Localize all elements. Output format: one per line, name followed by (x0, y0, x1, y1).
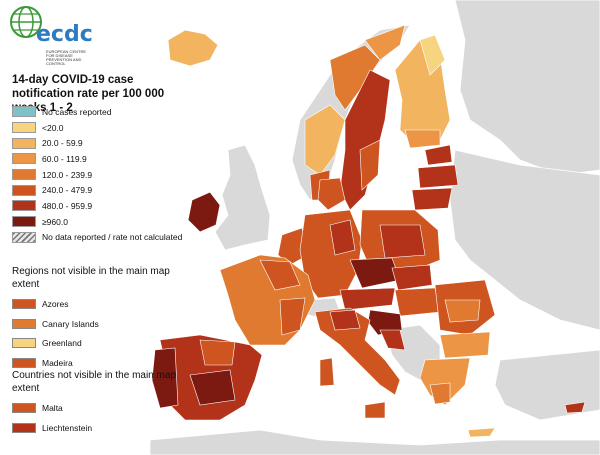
region-item: Madeira (12, 357, 73, 368)
legend-swatch (12, 231, 36, 243)
legend-swatch (12, 200, 36, 212)
legend-swatch (12, 137, 36, 149)
country-item: Liechtenstein (12, 422, 93, 433)
legend-item: 60.0 - 119.9 (12, 151, 182, 167)
legend-label: 120.0 - 239.9 (42, 169, 93, 180)
legend-label: 480.0 - 959.9 (42, 200, 93, 211)
legend-label: No cases reported (42, 106, 112, 117)
ireland (187, 191, 221, 233)
inset-swatch (12, 422, 36, 433)
globe-icon (10, 6, 42, 38)
inset-label: Liechtenstein (42, 422, 93, 433)
region-item: Greenland (12, 338, 82, 348)
legend-swatch (12, 169, 36, 181)
legend-swatch (12, 106, 36, 118)
region-item: Azores (12, 299, 68, 309)
legend-swatch (12, 153, 36, 165)
legend-item: ≥960.0 (12, 214, 182, 230)
inset-swatch (12, 403, 36, 413)
region-item: Canary Islands (12, 318, 99, 329)
legend-label: 20.0 - 59.9 (42, 138, 83, 149)
legend-item: 480.0 - 959.9 (12, 198, 182, 214)
legend-swatch (12, 122, 36, 134)
legend-item: 240.0 - 479.9 (12, 182, 182, 198)
inset-label: Greenland (42, 338, 82, 348)
iceland (167, 29, 219, 67)
legend-swatch (12, 184, 36, 196)
logo-subtitle: EUROPEAN CENTRE FOR DISEASE PREVENTION A… (46, 49, 87, 66)
inset-swatch (12, 338, 36, 348)
non-eu-land (149, 0, 600, 455)
inset-label: Madeira (42, 357, 73, 368)
legend-label: ≥960.0 (42, 216, 68, 227)
inset-swatch (12, 318, 36, 329)
legend-item: 120.0 - 239.9 (12, 167, 182, 183)
inset-label: Canary Islands (42, 318, 99, 329)
logo-wordmark: ecdc (36, 22, 93, 47)
inset-label: Azores (42, 299, 69, 309)
inset-swatch (12, 357, 36, 368)
legend-label: 60.0 - 119.9 (42, 153, 87, 164)
legend-item: 20.0 - 59.9 (12, 135, 182, 151)
legend-label: No data reported / rate not calculated (42, 232, 183, 243)
inset-swatch (12, 299, 36, 309)
map-title: 14-day COVID-19 case notification rate p… (12, 74, 165, 114)
countries-heading: Countries not visible in the main map ex… (12, 370, 176, 394)
legend: No cases reported <20.0 20.0 - 59.9 60.0 - … (12, 104, 182, 245)
inset-label: Malta (42, 403, 63, 413)
legend-swatch (12, 216, 36, 228)
legend-item: No cases reported (12, 104, 182, 120)
legend-item: No data reported / rate not calculated (12, 230, 182, 246)
country-item: Malta (12, 403, 63, 413)
ecdc-logo: ecdc EUROPEAN CENTRE FOR DISEASE PREVENT… (8, 4, 93, 66)
denmark (317, 177, 346, 211)
legend-label: 240.0 - 479.9 (42, 185, 93, 196)
legend-label: <20.0 (42, 122, 64, 133)
regions-heading: Regions not visible in the main map exte… (12, 266, 170, 290)
legend-item: <20.0 (12, 120, 182, 136)
